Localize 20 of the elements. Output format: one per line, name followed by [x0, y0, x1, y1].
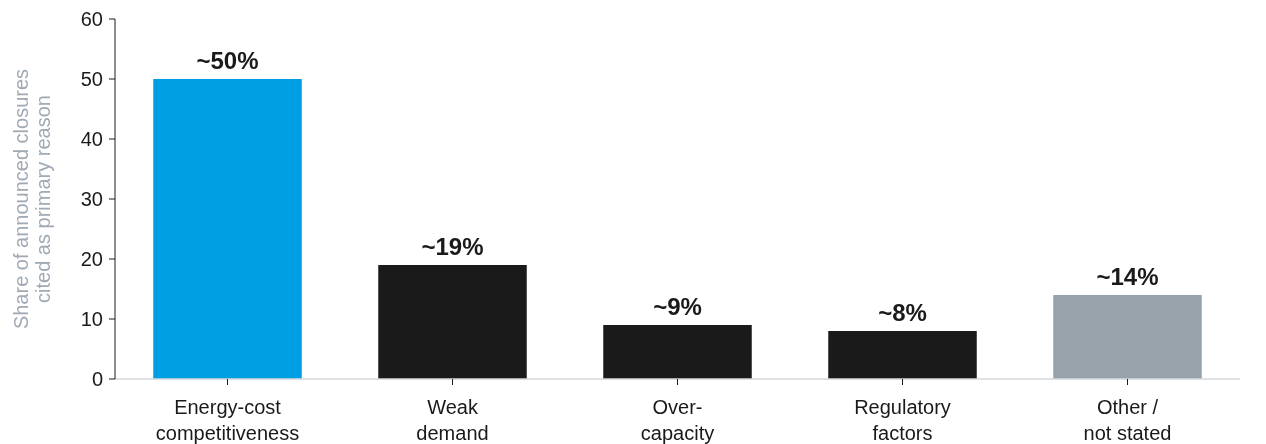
x-tick-label: Regulatory factors	[854, 396, 951, 444]
y-tick-label: 60	[80, 8, 103, 30]
bar	[153, 79, 302, 379]
data-label: ~14%	[1096, 263, 1159, 290]
y-axis-title: Share of announced closures cited as primary reason	[10, 68, 54, 330]
x-tick-label: Energy-cost competitiveness	[155, 396, 300, 444]
y-tick-label: 30	[80, 188, 103, 210]
y-tick-label: 0	[91, 368, 103, 390]
data-label: ~19%	[421, 233, 484, 260]
y-tick-label: 40	[80, 128, 103, 150]
y-tick-label: 50	[80, 68, 103, 90]
data-label: ~50%	[196, 47, 259, 74]
x-tick-label: Weak demand	[416, 396, 489, 444]
bar	[1053, 295, 1202, 379]
y-tick-label: 10	[80, 308, 103, 330]
x-tick-label: Over- capacity	[640, 396, 715, 444]
y-tick-label: 20	[80, 248, 103, 270]
data-label: ~8%	[878, 299, 927, 326]
data-label: ~9%	[653, 293, 702, 320]
x-tick-label: Other / not stated	[1083, 396, 1172, 444]
